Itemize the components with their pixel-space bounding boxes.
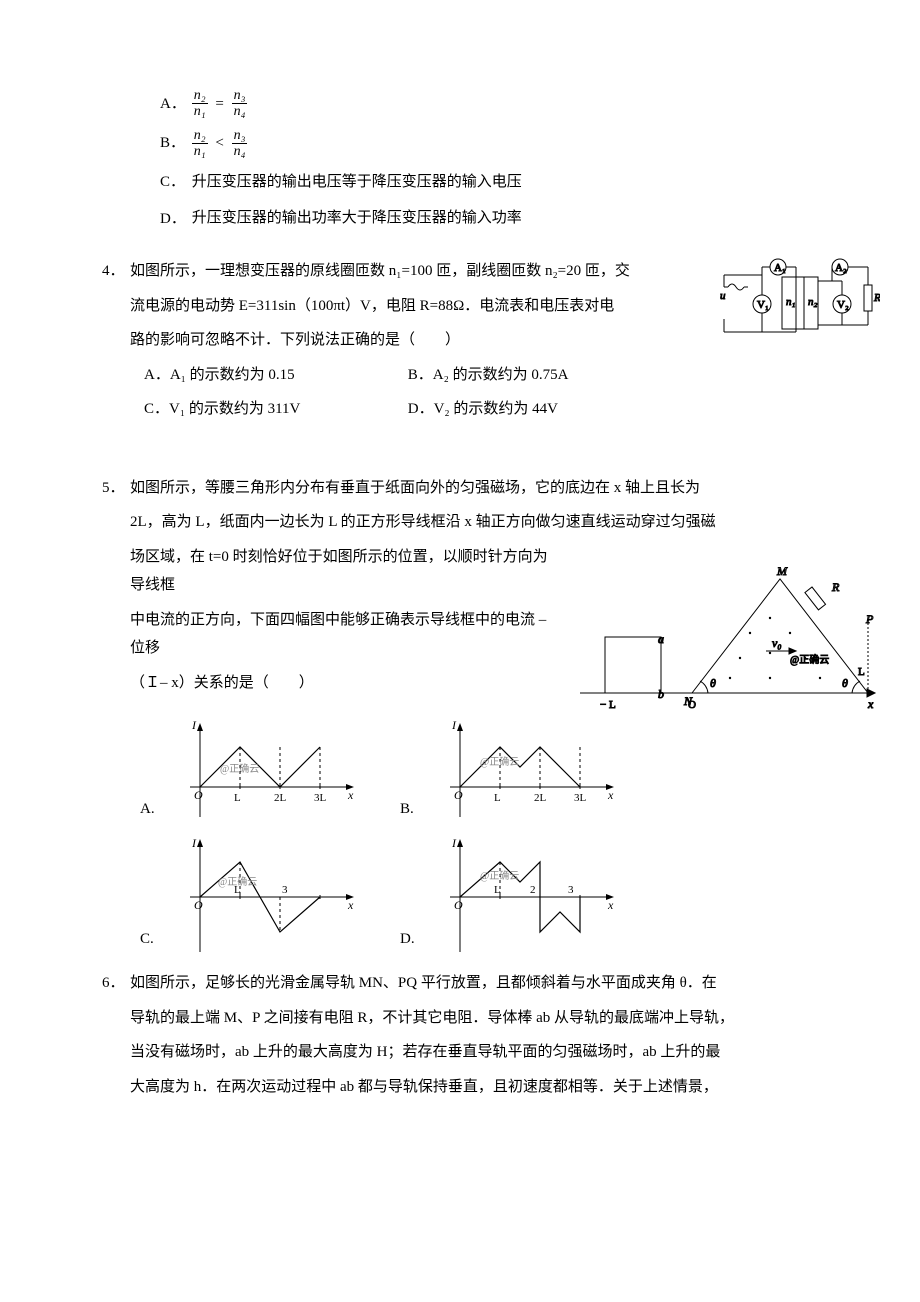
question-5: 5． 如图所示，等腰三角形内分布有垂直于纸面向外的匀强磁场，它的底边在 x 轴上… <box>130 474 820 958</box>
frac-a-lhs: n₂n₁ <box>192 88 208 120</box>
q4-number: 4． <box>102 257 125 286</box>
svg-text:v₀: v₀ <box>772 636 782 650</box>
opt-b-label: B． <box>160 129 188 158</box>
q4-options-row1: A．A₁ 的示数约为 0.15 B．A₂ 的示数约为 0.75A <box>144 361 680 390</box>
svg-text:2L: 2L <box>274 792 287 804</box>
svg-text:3L: 3L <box>314 792 327 804</box>
svg-text:3: 3 <box>568 884 574 896</box>
q5-line5: （Ｉ– x）关系的是（ ） <box>130 669 560 698</box>
q4-line1: 如图所示，一理想变压器的原线圈匝数 n₁=100 匝，副线圈匝数 n₂=20 匝… <box>130 257 680 286</box>
svg-text:P: P <box>865 612 874 626</box>
svg-text:− L: − L <box>600 699 616 711</box>
graph-d: Ix O L23 @正确云 <box>430 837 620 957</box>
svg-text:A₂: A₂ <box>835 262 847 274</box>
svg-text:x: x <box>347 898 354 912</box>
q4-opt-a: A．A₁ 的示数约为 0.15 <box>144 361 404 390</box>
q3-option-c: C． 升压变压器的输出电压等于降压变压器的输入电压 <box>160 168 820 197</box>
svg-text:θ: θ <box>842 676 848 690</box>
q5-graphs: A. Ix O L2L3L @正确云 <box>140 717 820 957</box>
question-4: 4． 如图所示，一理想变压器的原线圈匝数 n₁=100 匝，副线圈匝数 n₂=2… <box>130 257 820 424</box>
svg-text:I: I <box>451 718 457 732</box>
q4-opt-b: B．A₂ 的示数约为 0.75A <box>408 361 569 390</box>
opt-d-label: D． <box>160 205 188 234</box>
q5-line2: 2L，高为 L，纸面内一边长为 L 的正方形导线框沿 x 轴正方向做匀速直线运动… <box>130 508 820 537</box>
svg-text:x: x <box>867 697 874 711</box>
opt-c-label: C． <box>160 168 188 197</box>
triangle-field-figure: x O − L L a b M N <box>580 563 880 718</box>
svg-text:3L: 3L <box>574 792 587 804</box>
svg-text:@正确云: @正确云 <box>790 653 829 666</box>
svg-text:N: N <box>683 694 693 708</box>
svg-text:b: b <box>658 687 664 701</box>
svg-text:2L: 2L <box>534 792 547 804</box>
graph-b: Ix O L 2L 3L @正确云 <box>430 717 620 827</box>
q3-option-d: D． 升压变压器的输出功率大于降压变压器的输入功率 <box>160 204 820 233</box>
svg-text:x: x <box>347 788 354 802</box>
svg-text:V₁: V₁ <box>757 299 769 311</box>
svg-text:A₁: A₁ <box>774 262 786 274</box>
transformer-circuit-figure: u A₁ V₁ n₁ n₂ A₂ <box>720 257 880 352</box>
svg-text:2: 2 <box>530 884 536 896</box>
svg-text:I: I <box>451 837 457 850</box>
opt-d-text: 升压变压器的输出功率大于降压变压器的输入功率 <box>192 210 522 226</box>
svg-text:L: L <box>234 792 241 804</box>
frac-a-rhs: n₃n₄ <box>232 88 248 120</box>
frac-b-lhs: n₂n₁ <box>192 128 208 160</box>
frac-b-rhs: n₃n₄ <box>232 128 248 160</box>
graph-c: Ix O L3 @正确云 <box>170 837 360 957</box>
q5-opt-c-label: C. <box>140 925 170 958</box>
q3-option-a: A． n₂n₁ = n₃n₄ <box>160 88 820 120</box>
q6-line3: 当没有磁场时，ab 上升的最大高度为 H；若存在垂直导轨平面的匀强磁场时，ab … <box>130 1038 820 1067</box>
opt-c-text: 升压变压器的输出电压等于降压变压器的输入电压 <box>192 174 522 190</box>
q5-number: 5． <box>102 474 125 503</box>
rel-a: = <box>215 90 223 119</box>
svg-text:I: I <box>191 837 197 850</box>
q4-opt-c: C．V₁ 的示数约为 311V <box>144 395 404 424</box>
q3-option-b: B． n₂n₁ < n₃n₄ <box>160 128 820 160</box>
svg-text:V₂: V₂ <box>837 299 849 311</box>
svg-text:I: I <box>191 718 197 732</box>
page: A． n₂n₁ = n₃n₄ B． n₂n₁ < n₃n₄ C． 升压变压器的输… <box>0 0 920 1302</box>
q5-opt-a-label: A. <box>140 795 170 828</box>
svg-text:n₂: n₂ <box>808 296 818 308</box>
q4-opt-d: D．V₂ 的示数约为 44V <box>408 395 558 424</box>
svg-text:@正确云: @正确云 <box>480 755 519 768</box>
svg-text:u: u <box>720 290 726 302</box>
svg-text:O: O <box>454 788 463 802</box>
svg-text:x: x <box>607 898 614 912</box>
svg-text:O: O <box>194 788 203 802</box>
q4-line3: 路的影响可忽略不计．下列说法正确的是（ ） <box>130 326 680 355</box>
q5-line4: 中电流的正方向，下面四幅图中能够正确表示导线框中的电流 – 位移 <box>130 606 560 663</box>
question-6: 6． 如图所示，足够长的光滑金属导轨 MN、PQ 平行放置，且都倾斜着与水平面成… <box>130 969 820 1101</box>
svg-text:@正确云: @正确云 <box>220 762 259 775</box>
svg-text:R: R <box>873 292 880 304</box>
q5-opt-b-label: B. <box>400 795 430 828</box>
graph-a: Ix O L 2L 3L @正确云 <box>170 717 360 827</box>
q4-line2: 流电源的电动势 E=311sin（100πt）V，电阻 R=88Ω．电流表和电压… <box>130 292 680 321</box>
opt-a-label: A． <box>160 90 188 119</box>
q5-opt-d-label: D. <box>400 925 430 958</box>
svg-text:L: L <box>858 666 865 678</box>
q4-options-row2: C．V₁ 的示数约为 311V D．V₂ 的示数约为 44V <box>144 395 680 424</box>
q6-line2: 导轨的最上端 M、P 之间接有电阻 R，不计其它电阻．导体棒 ab 从导轨的最底… <box>130 1004 820 1033</box>
q6-line1: 如图所示，足够长的光滑金属导轨 MN、PQ 平行放置，且都倾斜着与水平面成夹角 … <box>130 969 820 998</box>
svg-text:n₁: n₁ <box>786 296 796 308</box>
svg-text:θ: θ <box>710 676 716 690</box>
q6-line4: 大高度为 h．在两次运动过程中 ab 都与导轨保持垂直，且初速度都相等．关于上述… <box>130 1073 820 1102</box>
q5-line3: 场区域，在 t=0 时刻恰好位于如图所示的位置，以顺时针方向为导线框 <box>130 543 560 600</box>
svg-text:O: O <box>194 898 203 912</box>
svg-text:a: a <box>658 632 664 646</box>
q6-number: 6． <box>102 969 125 998</box>
svg-text:O: O <box>454 898 463 912</box>
svg-text:M: M <box>776 564 788 578</box>
svg-text:L: L <box>494 792 501 804</box>
svg-text:@正确云: @正确云 <box>218 875 257 888</box>
svg-text:@正确云: @正确云 <box>480 869 519 882</box>
rel-b: < <box>215 129 223 158</box>
svg-text:x: x <box>607 788 614 802</box>
svg-text:R: R <box>831 580 840 594</box>
svg-text:3: 3 <box>282 884 288 896</box>
q5-line1: 如图所示，等腰三角形内分布有垂直于纸面向外的匀强磁场，它的底边在 x 轴上且长为 <box>130 474 820 503</box>
